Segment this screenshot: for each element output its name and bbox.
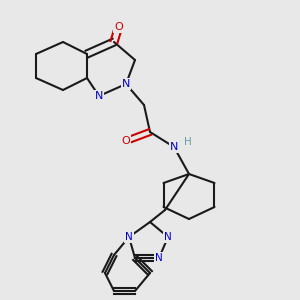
Text: N: N [95, 91, 103, 101]
Text: H: H [184, 136, 191, 147]
Text: N: N [170, 142, 178, 152]
Text: N: N [125, 232, 133, 242]
Text: O: O [122, 136, 130, 146]
Text: N: N [125, 232, 133, 242]
Text: N: N [122, 79, 130, 89]
Text: N: N [155, 253, 163, 263]
Text: N: N [164, 232, 172, 242]
Text: O: O [114, 22, 123, 32]
